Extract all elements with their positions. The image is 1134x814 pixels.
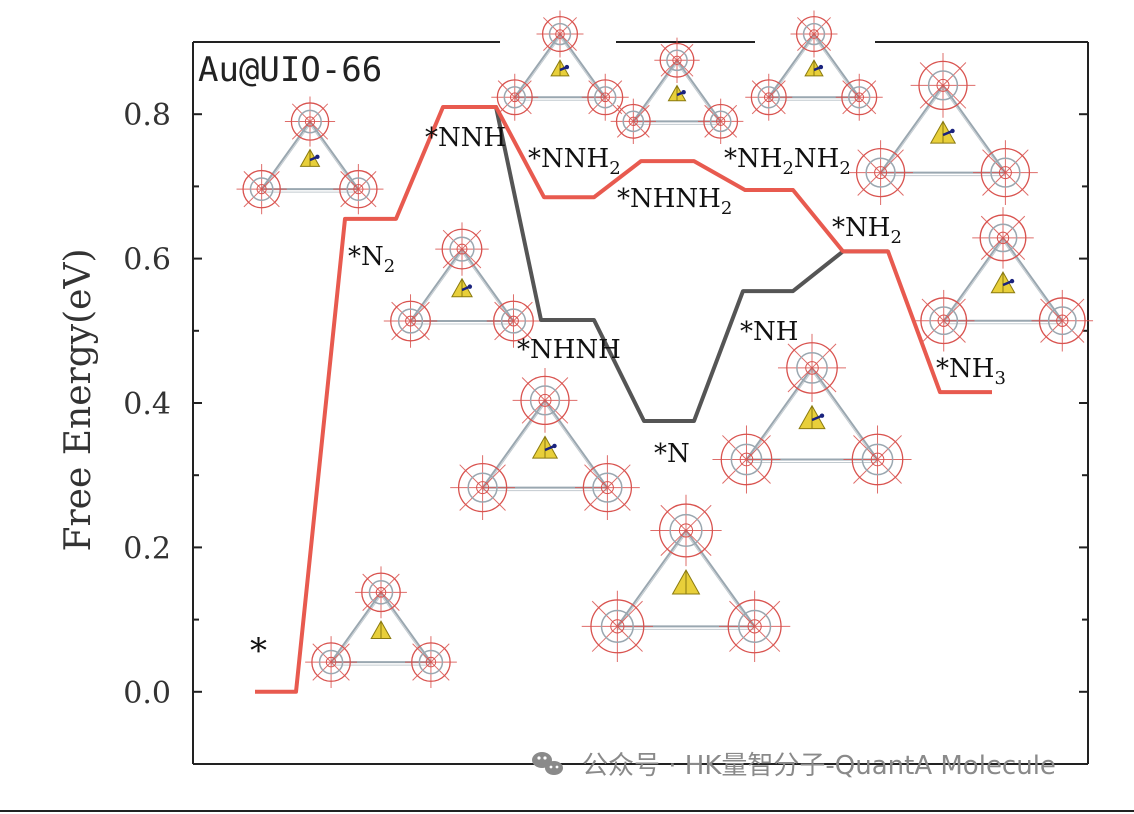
mof-structure-image	[848, 53, 1038, 205]
structure-insets	[236, 10, 1094, 688]
au-cluster-icon	[990, 271, 1016, 294]
state-label: *NHNH	[517, 335, 621, 365]
y-tick-label: 0.4	[123, 387, 171, 422]
mof-structure-image	[383, 222, 541, 348]
au-cluster-icon	[299, 148, 321, 167]
mof-structure-image	[712, 333, 912, 494]
state-labels: * *N2 *NNH *NNH2 *NHNH2 *NH2NH2 *NH2 *NH3 *NHNH *…	[250, 123, 1006, 671]
y-tick-label: 0.6	[123, 243, 171, 278]
panel-title: Au@UIO-66	[198, 50, 382, 90]
au-cluster-icon	[804, 59, 824, 77]
mof-structure-image	[745, 10, 883, 121]
state-label: *N	[654, 439, 690, 469]
au-cluster-icon	[370, 620, 392, 640]
state-label: *NH2NH2	[724, 144, 851, 179]
watermark-text: 公众号 · HK量智分子-QuantA Molecule	[582, 751, 1056, 781]
mof-structure-image	[912, 207, 1094, 352]
y-axis-title: Free Energy(eV)	[58, 249, 99, 552]
state-label: *NNH	[425, 123, 506, 153]
state-label: *N2	[348, 242, 395, 277]
distal-pathway-line	[255, 104, 992, 694]
state-label: *NNH2	[528, 144, 621, 179]
axes: 0.0 0.2 0.4 0.6 0.8	[123, 41, 1089, 765]
alternating-pathway-line	[443, 104, 888, 424]
mof-structure-image	[450, 368, 640, 520]
state-label: *	[250, 631, 267, 671]
au-cluster-icon	[667, 84, 687, 102]
au-cluster-icon	[929, 120, 957, 144]
au-cluster-icon	[671, 569, 701, 595]
series-layer	[255, 104, 992, 694]
wechat-icon	[532, 752, 563, 775]
mof-structure-image	[581, 494, 791, 662]
mof-structure-image	[491, 10, 629, 121]
mof-structure-image	[305, 566, 457, 688]
state-label: *NH	[740, 317, 798, 347]
state-label: *NH2	[832, 213, 902, 248]
au-cluster-icon	[798, 404, 826, 430]
y-tick-label: 0.2	[123, 531, 171, 566]
state-label: *NHNH2	[617, 184, 732, 219]
au-cluster-icon	[531, 435, 559, 459]
y-tick-label: 0.0	[123, 676, 171, 711]
mof-structure-image	[236, 96, 384, 215]
y-tick-label: 0.8	[123, 98, 171, 133]
mof-structure-image	[610, 37, 744, 144]
state-label: *NH3	[936, 354, 1006, 389]
au-cluster-icon	[550, 59, 570, 77]
au-cluster-icon	[451, 277, 473, 298]
watermark: 公众号 · HK量智分子-QuantA Molecule	[532, 751, 1056, 781]
